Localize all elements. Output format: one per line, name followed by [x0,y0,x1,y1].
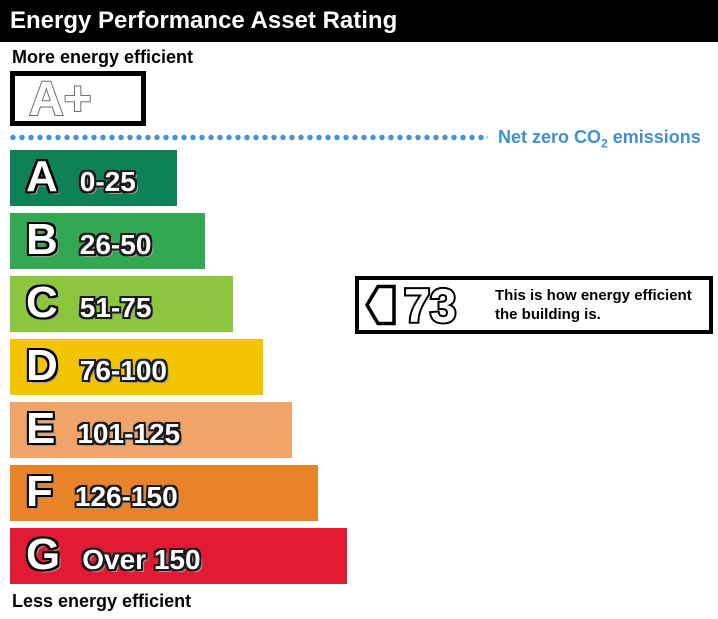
band-letter: G [26,530,61,579]
left-arrow-icon [365,284,396,326]
page-title: Energy Performance Asset Rating [10,7,398,34]
band-range: 76-100 [79,355,167,386]
a-plus-outline-text: A+ [28,76,93,121]
band-range: 26-50 [79,229,152,260]
svg-text:A+: A+ [29,76,92,121]
band-row-b: B 26-50 [10,213,205,269]
band-range: Over 150 [82,544,201,575]
band-letter: A [26,152,58,201]
net-zero-label: Net zero CO2 emissions [498,127,701,151]
band-row-g: G Over 150 [10,528,347,584]
net-zero-dotted-line [10,134,488,141]
band-letter: B [26,215,58,264]
svg-text:73: 73 [404,279,456,332]
more-efficient-label: More energy efficient [12,47,194,67]
rating-description-line1: This is how energy efficient [495,287,692,304]
rating-value: 73 [402,278,458,332]
net-zero-subscript: 2 [601,136,608,151]
less-efficient-label: Less energy efficient [12,591,192,611]
band-letter: F [26,467,53,516]
band-row-f: F 126-150 [10,465,318,521]
band-letter: E [26,404,56,453]
rating-description: This is how energy efficient the buildin… [495,286,692,324]
band-range: 0-25 [79,166,136,197]
band-row-c: C 51-75 [10,276,233,332]
band-range: 101-125 [77,418,181,449]
band-range: 51-75 [79,292,152,323]
band-row-e: E 101-125 [10,402,292,458]
band-letter: D [26,341,58,390]
net-zero-text: Net zero CO [498,127,602,147]
band-row-d: D 76-100 [10,339,263,395]
rating-description-line2: the building is. [495,306,601,323]
band-range: 126-150 [74,481,178,512]
title-bar: Energy Performance Asset Rating [0,0,718,42]
rating-indicator: 73 This is how energy efficient the buil… [355,276,713,334]
a-plus-band: A+ [10,71,146,126]
net-zero-text-tail: emissions [607,127,701,147]
band-row-a: A 0-25 [10,150,177,206]
band-letter: C [26,278,58,327]
